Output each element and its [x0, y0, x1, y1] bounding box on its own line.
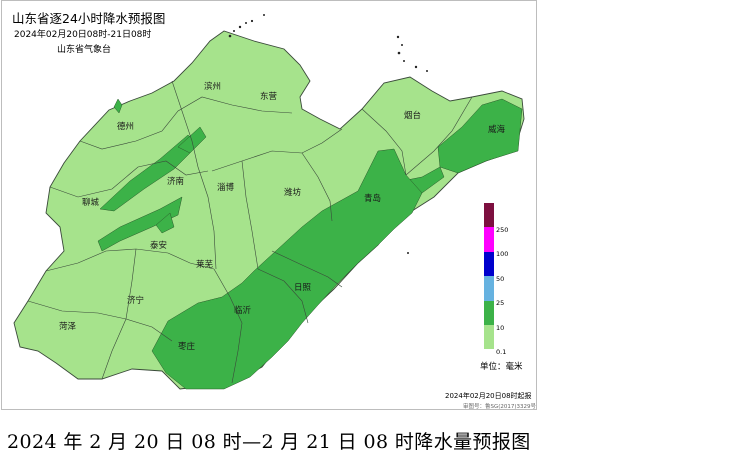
city-label-laiwu: 莱芜 — [196, 260, 214, 270]
legend-swatch-0-1 — [484, 324, 494, 350]
map-review-number: 审图号：鲁SG(2017)3329号 — [463, 404, 537, 410]
rain-10-25mm-zones — [97, 98, 523, 390]
city-label-liaocheng: 聊城 — [82, 198, 100, 208]
map-title: 山东省逐24小时降水预报图 — [12, 11, 166, 26]
city-label-yantai: 烟台 — [404, 111, 422, 121]
city-label-weifang: 潍坊 — [284, 188, 302, 198]
legend-unit: 单位：毫米 — [480, 362, 523, 372]
forecast-period: 2024年02月20日08时-21日08时 — [14, 30, 152, 40]
city-label-heze: 菏泽 — [59, 322, 77, 332]
legend-label-250: 250 — [496, 226, 509, 234]
legend-label-0-1: 0.1 — [496, 348, 507, 356]
precipitation-map — [13, 14, 525, 390]
province-shape — [13, 30, 525, 390]
city-label-linyi: 临沂 — [234, 306, 252, 316]
legend-label-50: 50 — [496, 275, 505, 283]
legend-label-10: 10 — [496, 324, 505, 332]
city-label-dezhou: 德州 — [117, 122, 135, 132]
city-label-weihai: 威海 — [488, 125, 506, 135]
legend-swatch-250 — [484, 203, 494, 228]
legend-swatch-100 — [484, 227, 494, 252]
prefecture-boundaries — [27, 80, 473, 384]
legend-swatch-10 — [484, 300, 494, 325]
city-label-zaozhuang: 枣庄 — [178, 342, 196, 352]
city-label-taian: 泰安 — [150, 241, 168, 251]
legend-label-100: 100 — [496, 250, 509, 258]
legend-swatch-25 — [484, 276, 494, 301]
city-label-jining: 济宁 — [127, 296, 145, 306]
islands — [228, 14, 428, 254]
city-label-qingdao: 青岛 — [364, 194, 382, 204]
city-label-binzhou: 滨州 — [204, 82, 222, 92]
city-label-jinan: 济南 — [167, 177, 185, 187]
precipitation-legend — [484, 203, 494, 350]
map-frame: 山东省逐24小时降水预报图 2024年02月20日08时-21日08时 山东省气… — [1, 0, 537, 410]
issuing-agency: 山东省气象台 — [57, 45, 112, 55]
issue-time: 2024年02月20日08时起报 — [445, 392, 532, 400]
city-label-dongying: 东营 — [260, 92, 278, 102]
city-label-rizhao: 日照 — [294, 283, 312, 293]
legend-swatch-50 — [484, 251, 494, 277]
city-label-zibo: 淄博 — [217, 183, 235, 193]
figure-caption: 2024 年 2 月 20 日 08 时—2 月 21 日 08 时降水量预报图 — [7, 431, 531, 453]
legend-label-25: 25 — [496, 299, 505, 307]
